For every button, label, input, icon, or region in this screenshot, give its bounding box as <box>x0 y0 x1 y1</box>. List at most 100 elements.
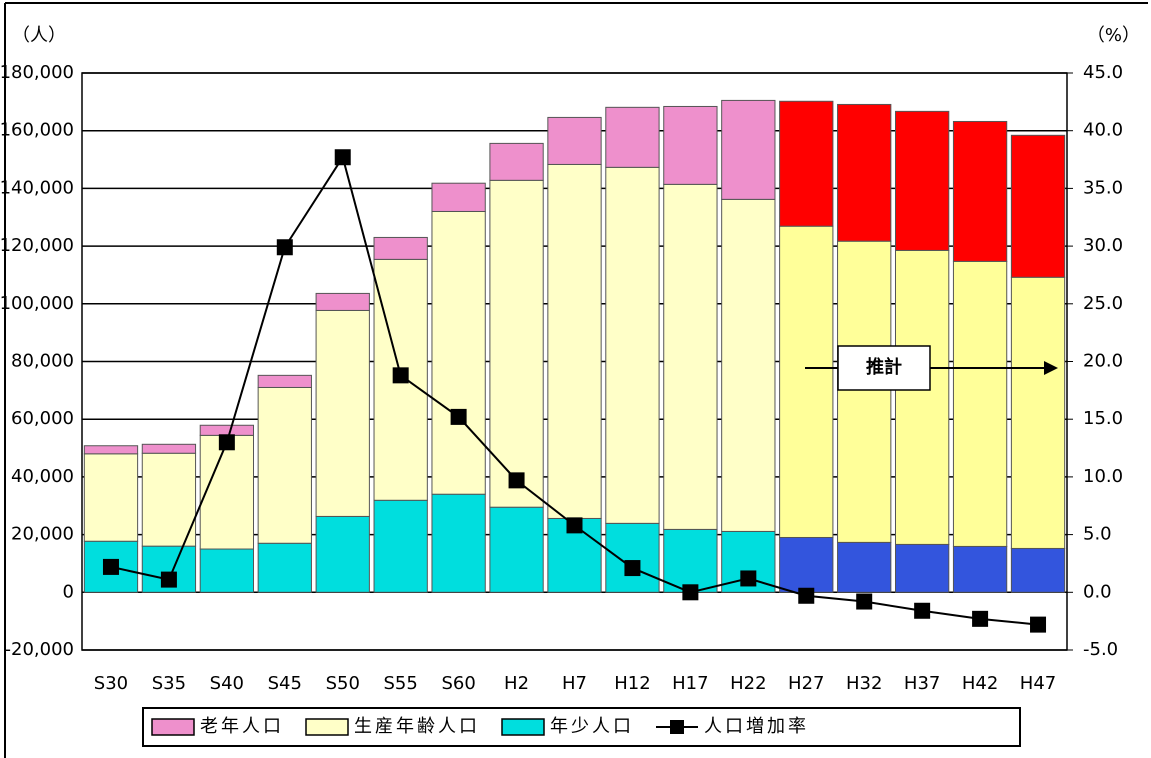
bar-segment <box>779 225 834 538</box>
line-marker <box>914 602 931 619</box>
y2-tick-label: 20.0 <box>1083 351 1123 372</box>
y-axis-title: （人） <box>12 25 66 46</box>
y2-tick-label: 30.0 <box>1083 235 1123 256</box>
bar-segment <box>257 542 312 593</box>
bar-segment <box>663 528 718 593</box>
x-tick-label: S30 <box>94 673 128 694</box>
annotation-arrowhead <box>1044 361 1058 375</box>
bar-segment <box>721 198 776 532</box>
line-marker <box>334 149 351 166</box>
x-tick-label: H17 <box>672 673 708 694</box>
x-tick-label: H22 <box>730 673 766 694</box>
x-tick-label: H12 <box>614 673 650 694</box>
y-tick-label: 40,000 <box>11 466 74 487</box>
bar-segment <box>489 506 544 593</box>
line-marker <box>798 587 815 604</box>
legend-box <box>142 707 1021 747</box>
bar-segment <box>605 166 660 524</box>
y-tick-label: 0 <box>63 581 74 602</box>
y-tick-label: 20,000 <box>11 524 74 545</box>
bar-segment <box>1010 276 1066 549</box>
x-tick-label: S60 <box>441 673 475 694</box>
bar-segment <box>605 522 660 593</box>
bar-segment <box>199 424 255 436</box>
bar-segment <box>431 182 486 212</box>
legend-swatch <box>305 718 349 736</box>
line-marker <box>1030 616 1047 633</box>
plot-border <box>81 72 1068 651</box>
legend-label: 人口増加率 <box>704 716 809 737</box>
legend-swatch-marker <box>670 720 684 734</box>
y2-tick-label: 25.0 <box>1083 293 1123 314</box>
x-tick-label: S35 <box>152 673 186 694</box>
bar-segment <box>373 499 428 593</box>
legend-label: 年少人口 <box>550 716 634 737</box>
y-tick-label: 140,000 <box>0 177 74 198</box>
bar-segment <box>141 452 197 547</box>
x-tick-label: H2 <box>504 673 529 694</box>
x-tick-label: H47 <box>1020 673 1056 694</box>
bar-segment <box>257 386 312 544</box>
y-tick-label: 60,000 <box>11 408 74 429</box>
bar-segment <box>315 515 370 593</box>
legend-label: 生産年齢人口 <box>354 716 480 737</box>
bar-segment <box>837 103 892 242</box>
bar-segment <box>894 543 950 593</box>
line-marker <box>740 570 757 587</box>
bar-segment <box>952 260 1008 547</box>
line-marker <box>508 472 525 489</box>
y-tick-label: 180,000 <box>0 62 74 83</box>
bar-segment <box>489 142 544 181</box>
y-tick-label: 160,000 <box>0 120 74 141</box>
y-tick-label: 80,000 <box>11 351 74 372</box>
bar-segment <box>315 309 370 517</box>
bar-segment <box>1010 134 1066 278</box>
x-tick-label: S55 <box>384 673 418 694</box>
bar-segment <box>779 100 834 227</box>
x-tick-label: H7 <box>562 673 587 694</box>
bar-segment <box>1010 547 1066 593</box>
bar-segment <box>489 179 544 508</box>
x-tick-label: H42 <box>962 673 998 694</box>
y2-tick-label: 5.0 <box>1083 524 1112 545</box>
annotation-box <box>837 345 931 391</box>
line-marker <box>392 367 409 384</box>
line-marker <box>972 610 989 627</box>
bar-segment <box>257 374 312 388</box>
y2-tick-label: -5.0 <box>1083 639 1118 660</box>
y2-tick-label: 35.0 <box>1083 177 1123 198</box>
x-tick-label: S50 <box>326 673 360 694</box>
x-tick-label: S40 <box>210 673 244 694</box>
line-marker <box>856 593 873 610</box>
bar-segment <box>894 110 950 251</box>
y2-axis-title: （%） <box>1087 25 1140 46</box>
bar-segment <box>141 443 197 454</box>
bar-segment <box>199 434 255 550</box>
bar-segment <box>837 240 892 543</box>
x-tick-label: H32 <box>846 673 882 694</box>
y2-tick-label: 0.0 <box>1083 581 1112 602</box>
bar-segment <box>605 106 660 168</box>
bar-segment <box>431 210 486 495</box>
y2-tick-label: 10.0 <box>1083 466 1123 487</box>
x-tick-label: S45 <box>268 673 302 694</box>
bar-segment <box>199 548 255 593</box>
bar-segment <box>315 292 370 311</box>
y-tick-label: 120,000 <box>0 235 74 256</box>
bar-segment <box>83 445 139 455</box>
bar-segment <box>547 163 602 519</box>
legend-label: 老年人口 <box>200 716 284 737</box>
line-marker <box>682 584 699 601</box>
line-marker <box>566 517 583 534</box>
annotation: 推計 <box>866 356 902 378</box>
bar-segment <box>952 120 1008 262</box>
line-marker <box>624 560 641 577</box>
y-tick-label: -20,000 <box>5 639 74 660</box>
bar-segment <box>373 236 428 260</box>
bar-segment <box>721 99 776 200</box>
legend-swatch <box>501 718 545 736</box>
bar-segment <box>837 541 892 593</box>
bar-segment <box>431 493 486 593</box>
bar-segment <box>663 105 718 185</box>
